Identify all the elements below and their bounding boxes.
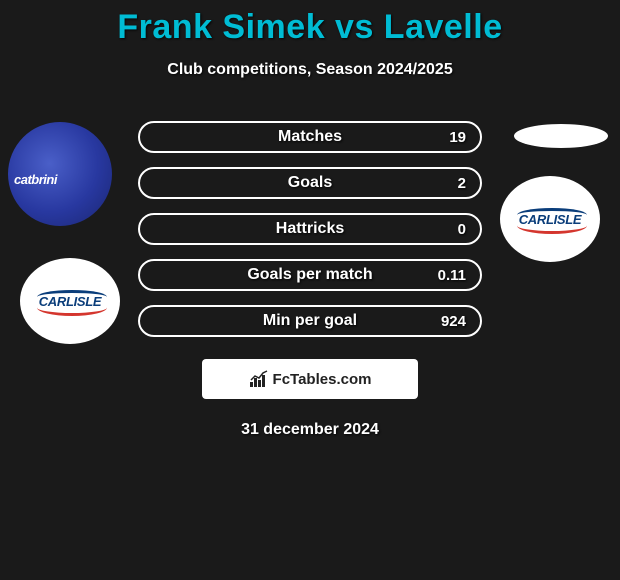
- stat-row-goals: Goals 2: [138, 167, 482, 199]
- page-title: Frank Simek vs Lavelle: [0, 8, 620, 47]
- stat-row-goals-per-match: Goals per match 0.11: [138, 259, 482, 291]
- club-badge-right: CARLISLE: [500, 176, 600, 262]
- stat-label: Matches: [278, 128, 342, 146]
- stat-value: 0: [458, 221, 466, 238]
- club-logo-right: CARLISLE: [519, 212, 582, 227]
- stat-label: Min per goal: [263, 312, 357, 330]
- stat-value: 924: [441, 313, 466, 330]
- stat-label: Goals: [288, 174, 332, 192]
- stat-value: 2: [458, 175, 466, 192]
- comparison-card: Frank Simek vs Lavelle Club competitions…: [0, 0, 620, 439]
- stat-row-matches: Matches 19: [138, 121, 482, 153]
- stat-value: 19: [449, 129, 466, 146]
- stat-label: Hattricks: [276, 220, 344, 238]
- player-photo-right: [514, 124, 608, 148]
- subtitle: Club competitions, Season 2024/2025: [0, 61, 620, 79]
- club-logo-left: CARLISLE: [39, 294, 102, 309]
- stat-row-min-per-goal: Min per goal 924: [138, 305, 482, 337]
- club-badge-left: CARLISLE: [20, 258, 120, 344]
- player-photo-left: [8, 122, 112, 226]
- source-badge-text: FcTables.com: [273, 371, 372, 388]
- stat-value: 0.11: [438, 267, 466, 284]
- stat-label: Goals per match: [247, 266, 372, 284]
- chart-icon: [249, 370, 269, 388]
- source-badge[interactable]: FcTables.com: [202, 359, 418, 399]
- stat-row-hattricks: Hattricks 0: [138, 213, 482, 245]
- date-text: 31 december 2024: [0, 421, 620, 439]
